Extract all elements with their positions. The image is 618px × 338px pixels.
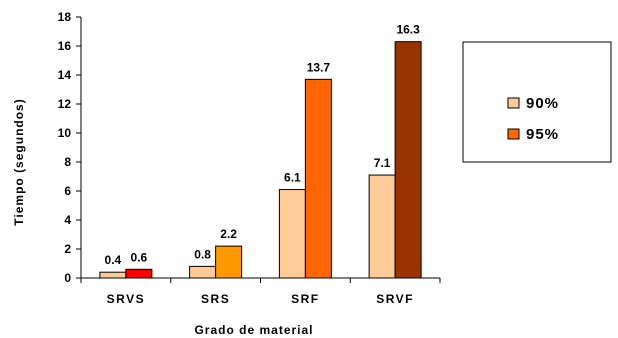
y-axis-ticks: 0 2 4 6 8 10 12 14 16 18 bbox=[58, 10, 81, 285]
data-label: 0.4 bbox=[105, 253, 122, 267]
y-tick-label: 12 bbox=[58, 97, 72, 111]
bars bbox=[99, 41, 422, 279]
bar-srvf-95 bbox=[394, 41, 422, 279]
legend-label-90: 90% bbox=[526, 95, 559, 112]
y-tick-label: 6 bbox=[64, 184, 71, 198]
data-label: 13.7 bbox=[307, 60, 331, 74]
y-axis-title: Tiempo (segundos) bbox=[12, 98, 26, 225]
bar-srvf-90 bbox=[368, 174, 396, 279]
data-label: 6.1 bbox=[284, 171, 301, 185]
data-labels: 0.4 0.6 0.8 2.2 6.1 13.7 7.1 16.3 bbox=[105, 23, 421, 268]
x-tick-label: SRVF bbox=[376, 292, 414, 306]
x-tick-label: SRVS bbox=[107, 292, 145, 306]
data-label: 16.3 bbox=[396, 23, 420, 37]
y-tick-label: 16 bbox=[58, 39, 72, 53]
x-axis-title: Grado de material bbox=[194, 323, 313, 337]
y-tick-label: 4 bbox=[64, 213, 71, 227]
legend: 90% 95% bbox=[462, 41, 612, 163]
bar-srf-95 bbox=[304, 78, 332, 279]
bar-srvs-95 bbox=[125, 268, 153, 279]
x-tick-label: SRF bbox=[291, 292, 320, 306]
legend-swatch-90 bbox=[507, 97, 520, 109]
data-label: 2.2 bbox=[220, 227, 237, 241]
legend-swatch-95 bbox=[507, 128, 520, 140]
data-label: 7.1 bbox=[374, 156, 391, 170]
data-label: 0.6 bbox=[131, 250, 148, 264]
bar-srvs-90 bbox=[99, 271, 127, 279]
data-label: 0.8 bbox=[194, 247, 211, 261]
legend-label-95: 95% bbox=[526, 126, 559, 143]
y-tick-label: 10 bbox=[58, 126, 72, 140]
bar-srf-90 bbox=[278, 189, 306, 279]
x-tick-label: SRS bbox=[201, 292, 230, 306]
y-tick-label: 2 bbox=[64, 242, 71, 256]
y-tick-label: 8 bbox=[64, 155, 71, 169]
x-axis-ticks: SRVS SRS SRF SRVF bbox=[80, 278, 441, 306]
bar-srs-95 bbox=[215, 245, 243, 279]
y-tick-label: 14 bbox=[58, 68, 72, 82]
y-tick-label: 0 bbox=[64, 271, 71, 285]
bar-srs-90 bbox=[189, 265, 217, 279]
y-tick-label: 18 bbox=[58, 10, 72, 24]
legend-box bbox=[462, 41, 612, 163]
